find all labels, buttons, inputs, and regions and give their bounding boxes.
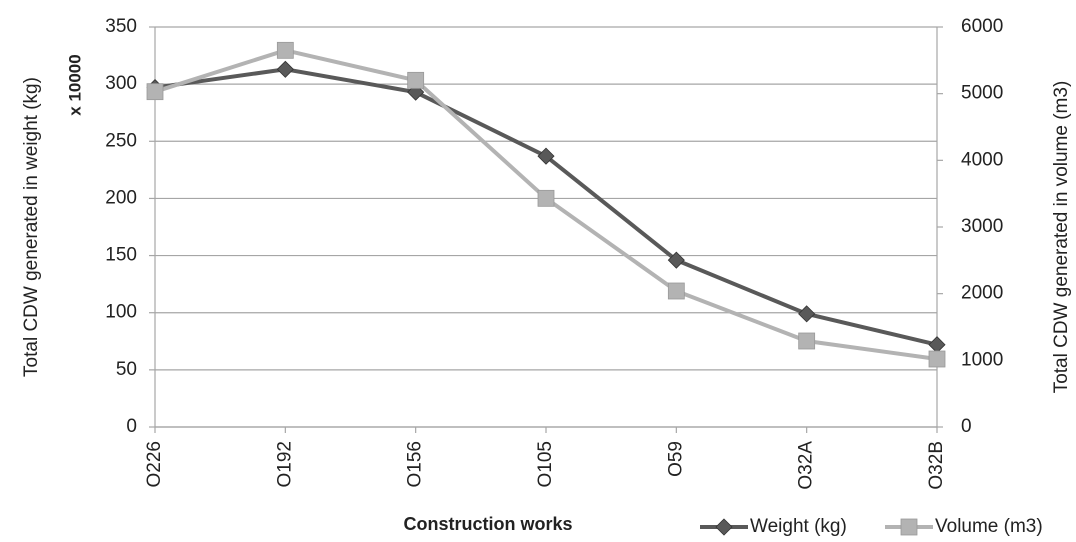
y-tick-label: 0 bbox=[126, 416, 137, 437]
series-line bbox=[154, 67, 938, 347]
point-marker bbox=[928, 350, 946, 368]
y-tick-label: 200 bbox=[105, 187, 137, 208]
legend-marker bbox=[900, 518, 918, 536]
y2-axis-label: Total CDW generated in volume (m3) bbox=[1051, 81, 1072, 394]
legend-label: Weight (kg) bbox=[750, 516, 847, 537]
point-marker bbox=[798, 332, 816, 350]
y2-tick-label: 1000 bbox=[961, 349, 1003, 370]
y2-tick-label: 3000 bbox=[961, 216, 1003, 237]
x-tick-label: O156 bbox=[405, 441, 426, 487]
y-tick-label: 50 bbox=[116, 359, 137, 380]
x-tick-label: O105 bbox=[535, 441, 556, 487]
x-tick-label: O226 bbox=[144, 441, 165, 487]
y-tick-label: 350 bbox=[105, 16, 137, 37]
x-tick-label: O192 bbox=[274, 441, 295, 487]
y2-tick-label: 2000 bbox=[961, 283, 1003, 304]
y-tick-label: 150 bbox=[105, 245, 137, 266]
point-marker bbox=[537, 147, 555, 165]
x-tick-label: O32A bbox=[796, 441, 817, 490]
x-tick-label: O59 bbox=[665, 441, 686, 477]
legend-label: Volume (m3) bbox=[935, 516, 1043, 537]
legend-marker bbox=[715, 518, 733, 536]
point-marker bbox=[276, 60, 294, 78]
point-marker bbox=[146, 83, 164, 101]
y2-tick-label: 0 bbox=[961, 416, 972, 437]
x-axis-label: Construction works bbox=[403, 514, 572, 534]
y2-tick-label: 4000 bbox=[961, 149, 1003, 170]
point-marker bbox=[928, 336, 946, 354]
point-marker bbox=[667, 282, 685, 300]
point-marker bbox=[276, 41, 294, 59]
y2-tick-label: 6000 bbox=[961, 16, 1003, 37]
y-axis-label: Total CDW generated in weight (kg) bbox=[21, 77, 42, 377]
y-tick-label: 250 bbox=[105, 130, 137, 151]
x-tick-label: O32B bbox=[926, 441, 947, 490]
y2-tick-label: 5000 bbox=[961, 83, 1003, 104]
point-marker bbox=[798, 305, 816, 323]
point-marker bbox=[667, 251, 685, 269]
point-marker bbox=[537, 189, 555, 207]
point-marker bbox=[407, 71, 425, 89]
y-tick-label: 300 bbox=[105, 73, 137, 94]
y-tick-label: 100 bbox=[105, 302, 137, 323]
y-axis-note: x 10000 bbox=[65, 54, 84, 115]
